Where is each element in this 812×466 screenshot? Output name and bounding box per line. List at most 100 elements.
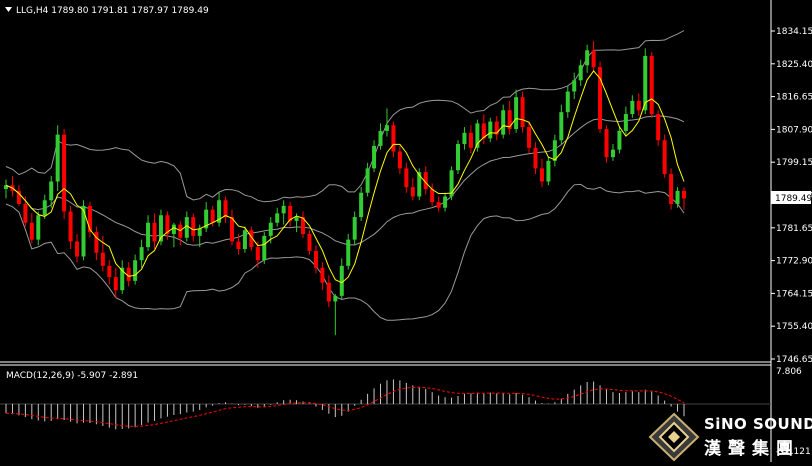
candle-body: [662, 140, 667, 175]
candle: [404, 162, 409, 193]
candle-body: [514, 97, 519, 130]
candle-body: [397, 151, 402, 169]
candle: [352, 211, 357, 246]
candle-body: [456, 144, 460, 171]
candle: [120, 260, 125, 294]
candle-body: [68, 211, 73, 242]
candle-body: [462, 132, 467, 145]
candle: [36, 211, 41, 246]
price-tick-label: 1834.15: [776, 27, 812, 37]
candle: [158, 209, 163, 246]
candle-body: [449, 170, 454, 197]
candle: [514, 89, 519, 133]
candle: [604, 125, 609, 163]
price-tick-label: 1799.15: [776, 158, 812, 168]
macd-scale[interactable]: 7.806 -11.121: [776, 367, 811, 457]
candle-body: [4, 185, 8, 190]
candle-body: [249, 230, 254, 248]
candle: [126, 262, 131, 287]
candle-body: [75, 241, 80, 257]
candle-body: [488, 121, 493, 139]
candle: [572, 72, 577, 100]
candle: [307, 230, 312, 255]
candle: [4, 179, 8, 199]
candle-body: [29, 222, 34, 240]
candle: [230, 209, 234, 246]
candle: [49, 175, 54, 208]
candle: [262, 232, 267, 264]
candle-body: [494, 121, 499, 135]
candle: [662, 134, 667, 178]
candle: [346, 233, 351, 270]
bollinger-upper-band: [5, 30, 685, 203]
moving-average-line: [5, 70, 685, 284]
candle-body: [94, 232, 99, 253]
candle: [107, 260, 112, 285]
candle: [68, 205, 73, 249]
current-price-marker: 1789.49: [771, 191, 812, 204]
macd-label: MACD(12,26,9) -5.907 -2.891: [6, 371, 138, 381]
candle-body: [152, 222, 157, 242]
candle-body: [378, 130, 383, 146]
candlestick-series: [4, 40, 686, 336]
candle-body: [501, 110, 506, 135]
candle-body: [49, 181, 54, 201]
candle-body: [649, 55, 654, 115]
candle-body: [481, 123, 486, 139]
candle: [55, 125, 60, 191]
price-tick-label: 1755.40: [776, 322, 812, 332]
candle: [365, 162, 370, 197]
candle-body: [313, 250, 318, 268]
candle: [152, 213, 157, 249]
candle: [62, 129, 67, 219]
candle-body: [539, 168, 544, 182]
price-tick-label: 1746.65: [776, 355, 812, 365]
candle: [578, 59, 583, 86]
candle-body: [352, 217, 357, 240]
candle-body: [230, 217, 234, 242]
candle: [507, 100, 512, 135]
candle: [527, 121, 532, 154]
macd-panel[interactable]: [0, 379, 771, 430]
candle: [326, 275, 331, 308]
candle-body: [165, 215, 170, 234]
candle-body: [36, 215, 41, 240]
candle-body: [598, 67, 603, 130]
candle-body: [158, 215, 163, 242]
candle: [598, 61, 603, 133]
candle: [682, 187, 686, 210]
diamond-logo-icon: [648, 412, 700, 462]
candle-body: [533, 147, 538, 169]
candle: [468, 125, 473, 154]
symbol-info-label: LLG,H4 1789.80 1791.81 1787.97 1789.49: [16, 6, 209, 16]
candle: [430, 183, 435, 206]
candle: [171, 222, 176, 248]
candle-body: [417, 172, 422, 197]
candle: [42, 194, 47, 219]
candle-body: [546, 160, 551, 182]
price-tick-label: 1807.90: [776, 125, 812, 135]
candle: [301, 211, 306, 238]
candle-body: [572, 80, 577, 92]
candle: [178, 220, 183, 246]
candle-body: [139, 247, 144, 261]
candle-body: [443, 196, 448, 208]
candle: [236, 233, 241, 255]
candle: [675, 187, 680, 208]
candle-body: [384, 125, 389, 131]
candle-body: [365, 168, 370, 193]
candle: [546, 157, 551, 186]
candle: [275, 207, 280, 227]
candle: [617, 127, 622, 154]
candle: [184, 211, 189, 242]
candle-body: [255, 247, 260, 261]
candle-body: [307, 233, 312, 251]
candle: [488, 117, 493, 143]
triangle-down-icon[interactable]: [5, 7, 12, 12]
candle-body: [610, 149, 615, 158]
candle-body: [520, 97, 525, 128]
candle-body: [591, 50, 596, 68]
candle: [391, 121, 396, 158]
